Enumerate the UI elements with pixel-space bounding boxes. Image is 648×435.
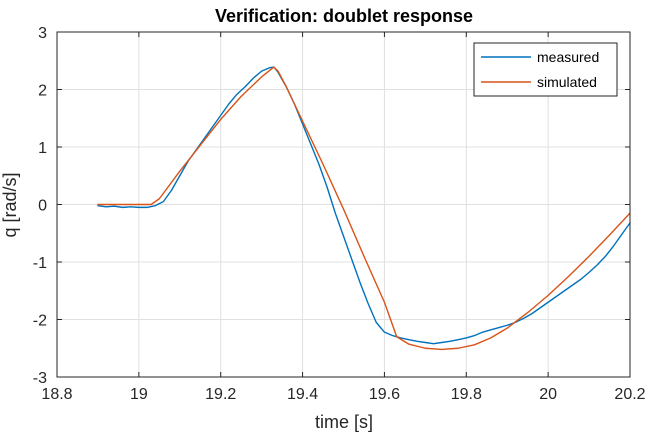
x-tick-label: 19.2 [205,386,236,403]
y-tick-label: 1 [38,140,47,157]
legend-box [473,42,618,97]
y-tick-label: 3 [38,25,47,42]
x-axis-label: time [s] [315,412,373,432]
chart-title: Verification: doublet response [215,6,473,26]
x-tick-label: 19.6 [369,386,400,403]
x-tick-label: 19.4 [287,386,318,403]
y-tick-label: -2 [33,313,47,330]
x-tick-label: 19 [130,386,148,403]
x-tick-label: 20 [539,386,557,403]
x-tick-label: 18.8 [41,386,72,403]
y-axis-label: q [rad/s] [0,172,20,237]
series-line-simulated [97,66,631,351]
legend-label-measured: measured [537,49,599,65]
x-tick-label: 19.8 [451,386,482,403]
y-tick-label: -3 [33,370,47,387]
y-tick-label: 2 [38,83,47,100]
x-tick-label: 20.2 [614,386,645,403]
y-tick-label: 0 [38,198,47,215]
y-tick-label: -1 [33,255,47,272]
series-lines [97,66,631,351]
ticks: 18.8 19 19.2 19.4 19.6 19.8 20 20.2 -3 -2 -1 0 1 2 3 [33,25,646,403]
legend: measured simulated [473,42,618,97]
legend-label-simulated: simulated [537,74,597,90]
